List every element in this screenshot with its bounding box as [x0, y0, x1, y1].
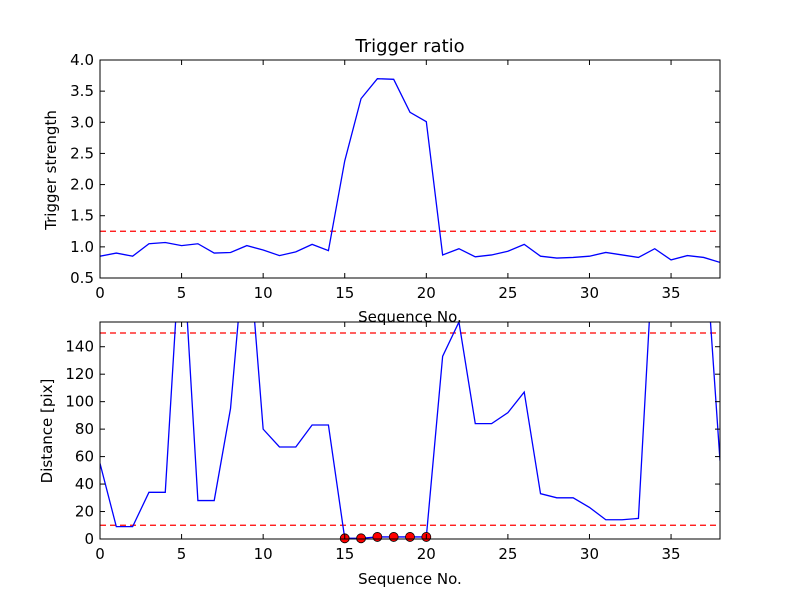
x-tick-label: 10 — [254, 284, 273, 302]
y-tick-label: 3.5 — [70, 82, 94, 100]
x-tick-label: 30 — [580, 284, 599, 302]
axes-frame-top — [99, 59, 721, 279]
y-tick-label: 1.0 — [70, 238, 94, 256]
x-tick-label: 15 — [335, 545, 354, 563]
y-tick-label: 4.0 — [70, 51, 94, 69]
x-tick-label: 25 — [498, 545, 517, 563]
x-tick-label: 20 — [417, 284, 436, 302]
plot-area-bottom: 0 5 10 15 20 25 30 35 0 20 40 60 80 100 120 140 — [65, 321, 721, 563]
y-tick-label: 60 — [75, 448, 94, 466]
x-tick-label: 0 — [95, 545, 105, 563]
y-axis-label-top: Trigger strength — [42, 110, 60, 231]
x-tick-label: 20 — [417, 545, 436, 563]
x-tick-label: 15 — [335, 284, 354, 302]
x-tick-label: 5 — [177, 284, 187, 302]
y-tick-label: 80 — [75, 420, 94, 438]
x-tick-label: 5 — [177, 545, 187, 563]
y-tick-label: 1.5 — [70, 207, 94, 225]
x-tick-label: 10 — [254, 545, 273, 563]
y-tick-label: 0 — [84, 530, 94, 548]
series-line-bottom-0 — [100, 322, 720, 539]
data-point-marker — [356, 533, 366, 544]
y-tick-label: 120 — [65, 365, 94, 383]
x-tick-label: 30 — [580, 545, 599, 563]
data-point-marker — [372, 532, 383, 542]
y-tick-label: 0.5 — [70, 269, 94, 287]
chart-title-top: Trigger ratio — [354, 36, 464, 57]
y-tick-label: 3.0 — [70, 113, 94, 131]
y-tick-label: 100 — [65, 393, 94, 411]
x-tick-label: 0 — [95, 284, 105, 302]
y-tick-label: 140 — [65, 338, 94, 356]
data-point-marker — [388, 532, 399, 542]
series-line-top-0 — [100, 78, 720, 264]
y-tick-label: 20 — [75, 503, 94, 521]
x-axis-label-top: Sequence No. — [358, 308, 462, 326]
y-tick-label: 2.5 — [70, 144, 94, 162]
plot-area-top: 0 5 10 15 20 25 30 35 0.5 1.0 1.5 2.0 2.5 3.0 3.5 4.0 — [70, 51, 721, 302]
y-tick-label: 2.0 — [70, 176, 94, 194]
data-point-marker — [405, 532, 415, 542]
x-tick-label: 35 — [662, 284, 681, 302]
x-tick-label: 25 — [498, 284, 517, 302]
y-axis-label-bottom: Distance [pix] — [38, 379, 56, 484]
axes-frame-bottom — [99, 321, 721, 540]
x-tick-label: 35 — [662, 545, 681, 563]
y-tick-label: 40 — [75, 475, 94, 493]
x-axis-label-bottom: Sequence No. — [358, 570, 462, 588]
